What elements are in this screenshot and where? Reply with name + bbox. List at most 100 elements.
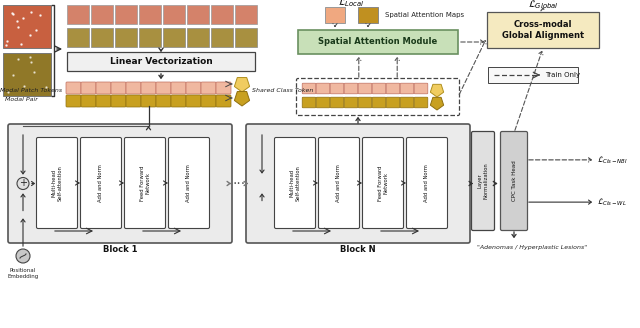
- FancyBboxPatch shape: [316, 97, 330, 108]
- Text: Spatial Attention Maps: Spatial Attention Maps: [385, 12, 464, 18]
- FancyBboxPatch shape: [330, 83, 344, 94]
- FancyBboxPatch shape: [372, 83, 386, 94]
- FancyBboxPatch shape: [296, 78, 460, 115]
- Bar: [67, 28, 89, 47]
- FancyBboxPatch shape: [414, 97, 428, 108]
- Bar: [67, 5, 89, 24]
- FancyBboxPatch shape: [36, 137, 77, 229]
- Polygon shape: [234, 92, 250, 106]
- FancyBboxPatch shape: [186, 82, 201, 94]
- Text: Linear Vectorization: Linear Vectorization: [109, 57, 212, 66]
- Bar: [235, 5, 257, 24]
- Polygon shape: [430, 97, 444, 110]
- FancyBboxPatch shape: [216, 95, 231, 107]
- FancyBboxPatch shape: [400, 97, 414, 108]
- Text: Feed Forward
Network: Feed Forward Network: [140, 165, 150, 201]
- Text: Positional
Embedding: Positional Embedding: [8, 268, 38, 279]
- FancyBboxPatch shape: [8, 124, 232, 243]
- FancyBboxPatch shape: [201, 82, 216, 94]
- Bar: [211, 28, 233, 47]
- Bar: [139, 28, 161, 47]
- FancyBboxPatch shape: [319, 137, 360, 229]
- Text: +: +: [19, 178, 27, 189]
- Bar: [211, 5, 233, 24]
- FancyBboxPatch shape: [406, 137, 447, 229]
- Text: Shared Class Token: Shared Class Token: [252, 89, 314, 93]
- Bar: [487, 12, 599, 48]
- Bar: [358, 7, 378, 23]
- Bar: [187, 28, 209, 47]
- FancyBboxPatch shape: [171, 82, 186, 94]
- Text: "Adenomas / Hyperplastic Lesions": "Adenomas / Hyperplastic Lesions": [477, 244, 587, 250]
- Bar: [3, 53, 51, 96]
- Text: Add and Norm: Add and Norm: [424, 164, 429, 202]
- Polygon shape: [430, 84, 444, 97]
- Text: Cross-modal
Global Alignment: Cross-modal Global Alignment: [502, 20, 584, 40]
- FancyBboxPatch shape: [186, 95, 201, 107]
- Bar: [3, 5, 51, 48]
- Text: $\mathcal{L}_{Local}$: $\mathcal{L}_{Local}$: [338, 0, 365, 10]
- FancyBboxPatch shape: [330, 97, 344, 108]
- Text: Multi-head
Self-attention: Multi-head Self-attention: [52, 165, 63, 201]
- FancyBboxPatch shape: [156, 82, 171, 94]
- FancyBboxPatch shape: [171, 95, 186, 107]
- Bar: [91, 28, 113, 47]
- Bar: [488, 67, 578, 83]
- Text: Multi-head
Self-attention: Multi-head Self-attention: [290, 165, 300, 201]
- FancyBboxPatch shape: [96, 82, 111, 94]
- Text: Layer
Normalization: Layer Normalization: [477, 163, 488, 199]
- FancyBboxPatch shape: [358, 83, 372, 94]
- FancyBboxPatch shape: [66, 95, 81, 107]
- FancyBboxPatch shape: [246, 124, 470, 243]
- Text: Feed Forward
Network: Feed Forward Network: [378, 165, 388, 201]
- Text: Block 1: Block 1: [103, 244, 137, 254]
- FancyBboxPatch shape: [472, 132, 495, 231]
- Circle shape: [17, 177, 29, 190]
- FancyBboxPatch shape: [156, 95, 171, 107]
- Bar: [235, 28, 257, 47]
- FancyBboxPatch shape: [414, 83, 428, 94]
- FancyBboxPatch shape: [201, 95, 216, 107]
- FancyBboxPatch shape: [216, 82, 231, 94]
- Text: Train Only: Train Only: [545, 72, 580, 78]
- FancyBboxPatch shape: [386, 83, 400, 94]
- Bar: [115, 28, 137, 47]
- FancyBboxPatch shape: [302, 97, 316, 108]
- Text: Modal Pair: Modal Pair: [5, 97, 38, 102]
- FancyBboxPatch shape: [302, 83, 316, 94]
- FancyBboxPatch shape: [358, 97, 372, 108]
- Polygon shape: [234, 77, 250, 92]
- Text: Add and Norm: Add and Norm: [337, 164, 342, 202]
- FancyBboxPatch shape: [141, 82, 156, 94]
- Text: $\mathcal{L}_{Cls-WL}$: $\mathcal{L}_{Cls-WL}$: [597, 196, 627, 208]
- Bar: [325, 7, 345, 23]
- FancyBboxPatch shape: [362, 137, 403, 229]
- FancyBboxPatch shape: [125, 137, 166, 229]
- FancyBboxPatch shape: [141, 95, 156, 107]
- FancyBboxPatch shape: [316, 83, 330, 94]
- Text: Add and Norm: Add and Norm: [186, 164, 191, 202]
- Text: Add and Norm: Add and Norm: [99, 164, 104, 202]
- FancyBboxPatch shape: [500, 132, 527, 231]
- Bar: [163, 5, 185, 24]
- FancyBboxPatch shape: [126, 95, 141, 107]
- FancyBboxPatch shape: [126, 82, 141, 94]
- FancyBboxPatch shape: [386, 97, 400, 108]
- Text: Block N: Block N: [340, 244, 376, 254]
- FancyBboxPatch shape: [81, 137, 122, 229]
- FancyBboxPatch shape: [81, 82, 96, 94]
- Text: $\mathcal{L}_{Global}$: $\mathcal{L}_{Global}$: [528, 0, 558, 11]
- Bar: [91, 5, 113, 24]
- Text: ···: ···: [232, 176, 246, 191]
- FancyBboxPatch shape: [344, 83, 358, 94]
- FancyBboxPatch shape: [111, 95, 126, 107]
- FancyBboxPatch shape: [372, 97, 386, 108]
- Bar: [298, 30, 458, 54]
- Text: $\mathcal{L}_{Cls-NBI}$: $\mathcal{L}_{Cls-NBI}$: [597, 154, 628, 166]
- Text: CPC Task Head: CPC Task Head: [511, 161, 516, 201]
- Bar: [187, 5, 209, 24]
- Bar: [163, 28, 185, 47]
- FancyBboxPatch shape: [400, 83, 414, 94]
- FancyBboxPatch shape: [111, 82, 126, 94]
- FancyBboxPatch shape: [96, 95, 111, 107]
